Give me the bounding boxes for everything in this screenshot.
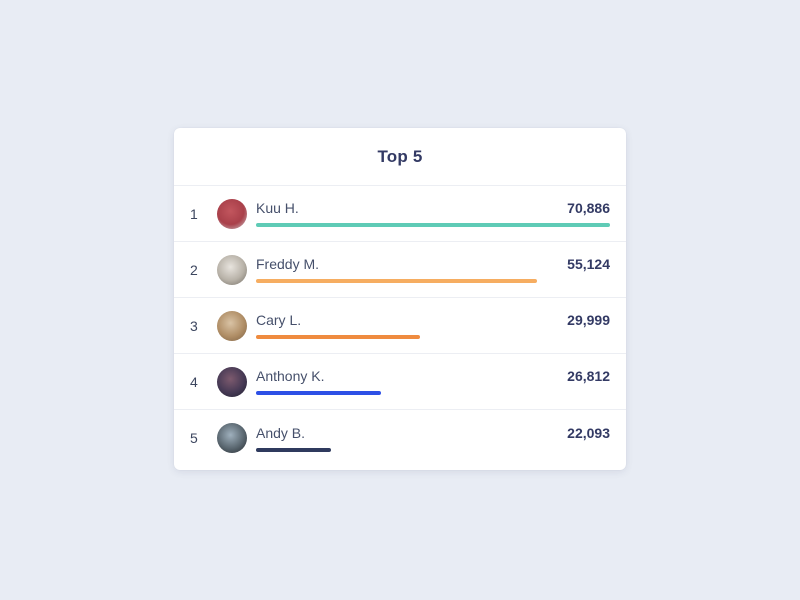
leaderboard-row: 5 Andy B. 22,093 <box>174 410 626 466</box>
leaderboard-row: 4 Anthony K. 26,812 <box>174 354 626 410</box>
leaderboard-row: 3 Cary L. 29,999 <box>174 298 626 354</box>
leaderboard-rows: 1 Kuu H. 70,886 2 Freddy M. 55,124 3 <box>174 186 626 466</box>
player-avatar <box>217 366 247 397</box>
player-avatar <box>217 310 247 341</box>
score-bar <box>256 223 610 227</box>
rank-label: 1 <box>190 205 198 222</box>
player-avatar <box>217 198 247 229</box>
player-score: 70,886 <box>567 200 610 216</box>
row-main: Andy B. 22,093 <box>256 425 610 452</box>
player-score: 26,812 <box>567 368 610 384</box>
player-name: Andy B. <box>256 424 306 441</box>
rank-label: 3 <box>190 317 198 334</box>
leaderboard-header: Top 5 <box>174 128 626 186</box>
leaderboard-card: Top 5 1 Kuu H. 70,886 2 Freddy M. 55,124 <box>174 128 626 470</box>
player-score: 29,999 <box>567 312 610 328</box>
rank-label: 2 <box>190 261 198 278</box>
player-score: 22,093 <box>567 424 610 441</box>
row-main: Freddy M. 55,124 <box>256 256 610 283</box>
rank-label: 4 <box>190 373 198 390</box>
score-bar <box>256 335 420 339</box>
score-bar <box>256 447 332 452</box>
name-line: Kuu H. 70,886 <box>256 200 610 216</box>
player-name: Anthony K. <box>256 368 325 384</box>
row-main: Anthony K. 26,812 <box>256 368 610 395</box>
leaderboard-row: 1 Kuu H. 70,886 <box>174 186 626 242</box>
name-line: Andy B. 22,093 <box>256 425 610 441</box>
leaderboard-row: 2 Freddy M. 55,124 <box>174 242 626 298</box>
score-bar-track <box>256 223 610 227</box>
leaderboard-title: Top 5 <box>377 146 423 166</box>
name-line: Freddy M. 55,124 <box>256 256 610 272</box>
player-avatar <box>217 254 247 285</box>
player-name: Cary L. <box>256 312 302 328</box>
row-main: Kuu H. 70,886 <box>256 200 610 227</box>
name-line: Cary L. 29,999 <box>256 312 610 328</box>
player-name: Kuu H. <box>256 200 299 216</box>
player-name: Freddy M. <box>256 256 320 272</box>
player-score: 55,124 <box>567 256 610 272</box>
name-line: Anthony K. 26,812 <box>256 368 610 384</box>
score-bar-track <box>256 279 610 283</box>
score-bar-track <box>256 447 610 452</box>
score-bar <box>256 279 538 283</box>
player-avatar <box>217 423 247 453</box>
score-bar-track <box>256 391 610 395</box>
score-bar-track <box>256 335 610 339</box>
row-main: Cary L. 29,999 <box>256 312 610 339</box>
rank-label: 5 <box>190 430 198 446</box>
score-bar <box>256 391 382 395</box>
